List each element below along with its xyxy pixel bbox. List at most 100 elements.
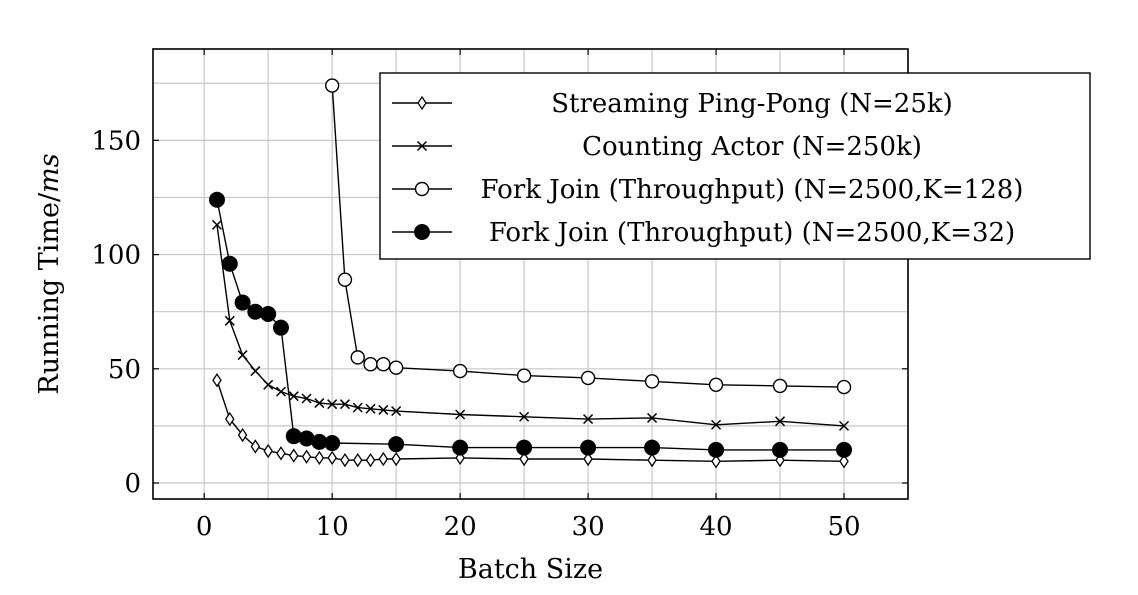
data-point [516,368,532,383]
data-point [250,439,261,454]
plot-frame [152,48,909,500]
data-point [708,441,725,458]
data-point [388,360,404,375]
data-point [301,393,312,404]
data-point [516,439,533,456]
data-point [644,374,660,389]
data-point [350,350,365,365]
data-point [288,391,299,402]
legend-label: Fork Join (Throughput) (N=2500,K=32) [489,218,1015,248]
data-point [337,272,353,287]
y-tick-label: 100 [91,241,141,271]
x-axis-ticks: 0 10 20 30 40 50 [196,49,861,542]
series-1 [212,373,849,469]
y-tick-label: 0 [124,469,141,499]
data-point [263,379,274,390]
data-point [365,452,376,468]
legend-label: Fork Join (Throughput) (N=2500,K=128) [481,175,1024,205]
legend-marker [414,224,430,240]
data-point [301,449,312,464]
data-point [208,191,225,208]
data-point [452,363,468,379]
x-tick-label: 30 [572,512,605,542]
data-point [519,411,530,422]
data-point [452,439,469,456]
data-point [455,409,466,420]
data-point [647,412,658,423]
data-point [378,404,389,415]
data-point [272,319,289,336]
series-3 [324,78,852,395]
data-point [211,219,223,230]
series-layer [208,78,853,469]
data-point [772,441,789,458]
data-point [237,427,248,443]
data-point [519,451,529,467]
data-point [711,454,721,469]
data-point [838,420,850,431]
data-point [378,451,389,467]
x-tick-label: 10 [316,512,349,542]
legend-marker [417,95,427,111]
data-point [583,414,594,425]
data-point [365,403,376,414]
data-point [580,370,596,386]
legend-entry: Counting Actor (N=250k) [392,132,922,162]
y-axis-label-main: Running Time/ [34,192,65,395]
x-tick-label: 40 [700,512,733,542]
data-point [340,452,350,468]
data-point [388,436,405,453]
data-point [234,294,251,311]
data-point [836,441,853,458]
data-point [839,454,849,469]
data-point [772,378,788,394]
data-point [580,439,597,456]
y-axis-label: Running Time/ms [34,153,65,394]
series-2 [211,219,850,431]
data-point [711,419,722,430]
data-point [250,366,261,377]
data-point [391,451,401,467]
series-4 [208,191,853,458]
series-line [216,224,845,427]
y-tick-label: 50 [108,355,141,385]
data-point [583,451,593,467]
legend-label: Counting Actor (N=250k) [582,132,922,162]
legend-box [379,72,1091,260]
legend-marker [414,181,430,197]
y-axis-label-unit: ms [34,153,65,192]
data-point [221,255,238,272]
data-point [775,416,786,427]
data-point [647,452,657,468]
data-point [276,446,286,461]
x-tick-label: 20 [444,512,477,542]
data-point [327,399,338,410]
x-tick-label: 50 [827,512,860,542]
data-point [314,398,325,409]
data-point [363,357,378,372]
legend-label: Streaming Ping-Pong (N=25k) [551,89,953,119]
data-point [391,406,402,417]
data-point [324,435,341,452]
data-point [708,377,724,392]
data-point [644,439,661,456]
legend-entry: Fork Join (Throughput) (N=2500,K=32) [392,218,1015,248]
data-point [275,386,286,397]
data-point [237,350,248,361]
data-point [324,78,340,93]
x-tick-label: 0 [196,512,213,542]
data-point [263,443,273,459]
legend-entry: Streaming Ping-Pong (N=25k) [392,89,953,119]
legend: Streaming Ping-Pong (N=25k) Counting Acto… [379,72,1091,260]
series-line [216,379,845,463]
data-point [314,450,325,466]
legend-entry: Fork Join (Throughput) (N=2500,K=128) [392,175,1023,205]
data-point [327,450,337,466]
y-axis-ticks: 0 50 100 150 [91,126,908,499]
data-point [224,315,235,326]
x-axis-label: Batch Size [458,554,603,585]
data-point [836,379,852,395]
data-point [352,452,363,468]
data-point [339,399,350,410]
